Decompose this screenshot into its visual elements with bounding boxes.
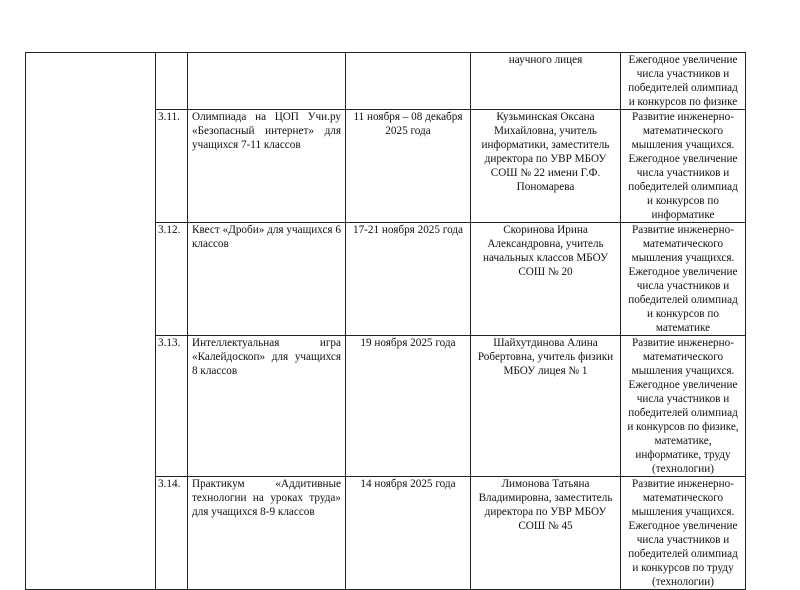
result-cell: Развитие инженерно-математического мышле… — [620, 476, 746, 590]
event-cell: Интеллектуальная игра «Калейдоскоп» для … — [187, 335, 346, 477]
event-cell — [187, 52, 346, 110]
responsible-cell: Лимонова Татьяна Владимировна, заместите… — [470, 476, 621, 590]
dates-cell: 14 ноября 2025 года — [345, 476, 471, 590]
row-number — [155, 52, 188, 110]
result-cell: Развитие инженерно-математического мышле… — [620, 109, 746, 223]
section-cell — [25, 52, 156, 590]
responsible-cell: Шайхутдинова Алина Робертовна, учитель ф… — [470, 335, 621, 477]
responsible-cell: Кузьминская Оксана Михайловна, учитель и… — [470, 109, 621, 223]
dates-cell — [345, 52, 471, 110]
dates-cell: 19 ноября 2025 года — [345, 335, 471, 477]
result-cell: Развитие инженерно-математического мышле… — [620, 222, 746, 336]
event-cell: Олимпиада на ЦОП Учи.ру «Безопасный инте… — [187, 109, 346, 223]
dates-cell: 11 ноября – 08 декабря 2025 года — [345, 109, 471, 223]
responsible-cell: Скоринова Ирина Александровна, учитель н… — [470, 222, 621, 336]
table-row: 3.11. Олимпиада на ЦОП Учи.ру «Безопасны… — [26, 109, 746, 223]
plan-table: научного лицея Ежегодное увеличение числ… — [25, 52, 746, 590]
table-row: 3.12. Квест «Дроби» для учащихся 6 класс… — [26, 222, 746, 336]
row-number: 3.11. — [155, 109, 188, 223]
result-cell: Ежегодное увеличение числа участников и … — [620, 52, 746, 110]
table-row: научного лицея Ежегодное увеличение числ… — [25, 52, 746, 590]
row-number: 3.12. — [155, 222, 188, 336]
event-cell: Квест «Дроби» для учащихся 6 классов — [187, 222, 346, 336]
responsible-cell: научного лицея — [470, 52, 621, 110]
row-number: 3.13. — [155, 335, 188, 477]
event-cell: Практикум «Аддитивные технологии на урок… — [187, 476, 346, 590]
dates-cell: 17-21 ноября 2025 года — [345, 222, 471, 336]
result-cell: Развитие инженерно-математического мышле… — [620, 335, 746, 477]
row-number: 3.14. — [155, 476, 188, 590]
